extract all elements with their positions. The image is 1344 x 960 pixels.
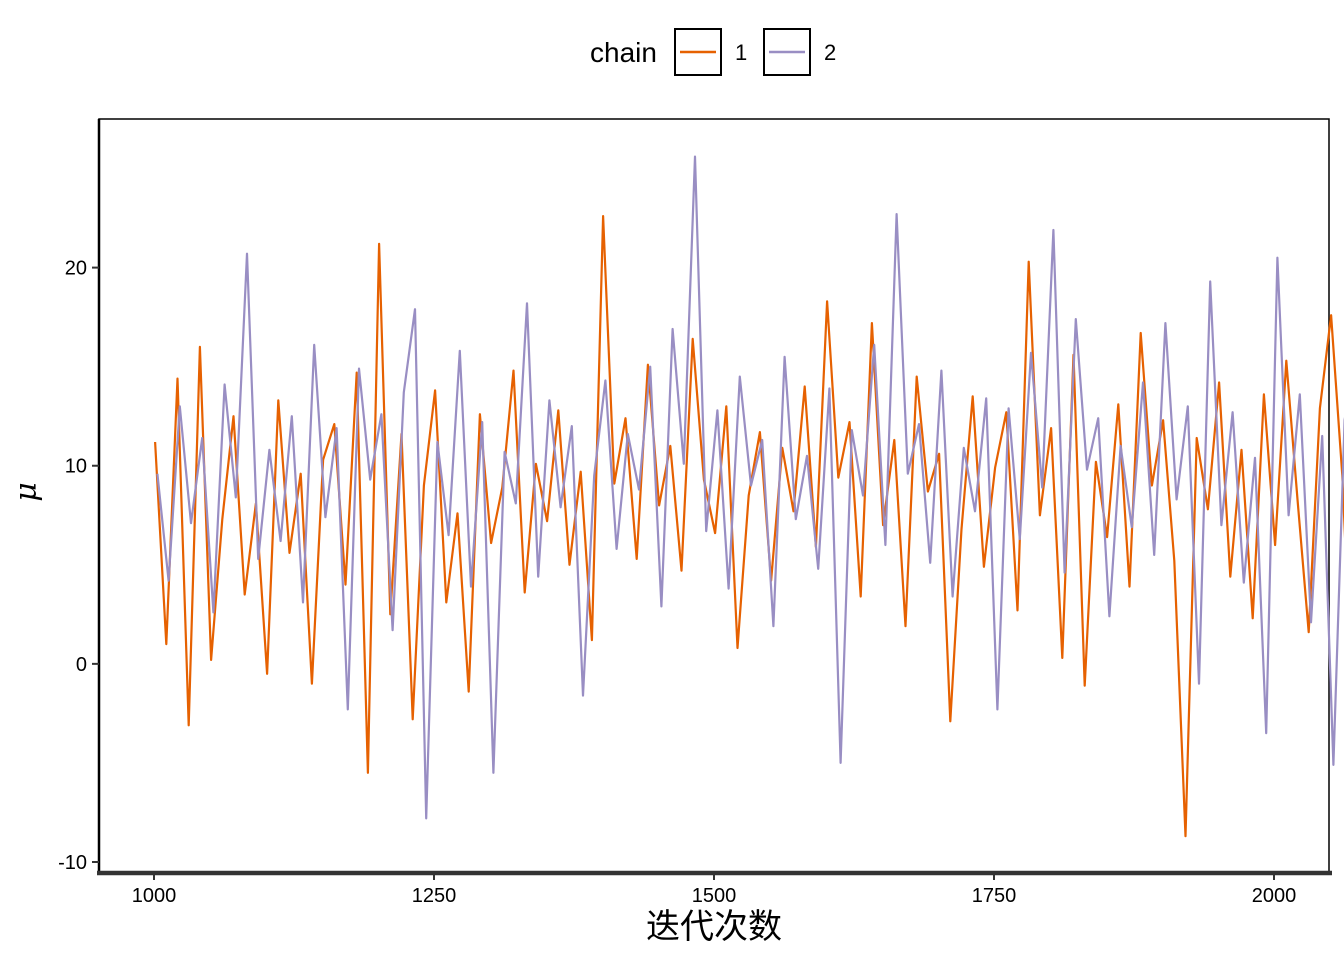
x-tick-label: 1500 [692, 885, 737, 907]
series-line-2 [156, 155, 1344, 820]
plot-panel [98, 118, 1330, 873]
legend-label-1: 1 [735, 40, 747, 65]
x-tick-label: 1000 [132, 885, 177, 907]
axis-ticks: 1000 1250 1500 1750 2000 -10 0 10 20 [58, 258, 1296, 907]
x-tick-label: 1750 [972, 885, 1017, 907]
y-tick-label: 10 [65, 456, 87, 478]
x-axis-title: 迭代次数 [646, 907, 782, 947]
y-tick-label: 20 [65, 258, 87, 280]
legend: chain 1 2 [590, 28, 836, 76]
y-tick-label: 0 [76, 654, 87, 676]
legend-title: chain [590, 37, 657, 68]
x-tick-label: 1250 [412, 885, 457, 907]
y-tick-label: -10 [58, 852, 87, 874]
series-line-1 [154, 215, 1344, 838]
legend-label-2: 2 [824, 40, 836, 65]
x-tick-label: 2000 [1252, 885, 1297, 907]
series-layer [154, 155, 1344, 838]
y-axis-title: μ [9, 482, 44, 502]
